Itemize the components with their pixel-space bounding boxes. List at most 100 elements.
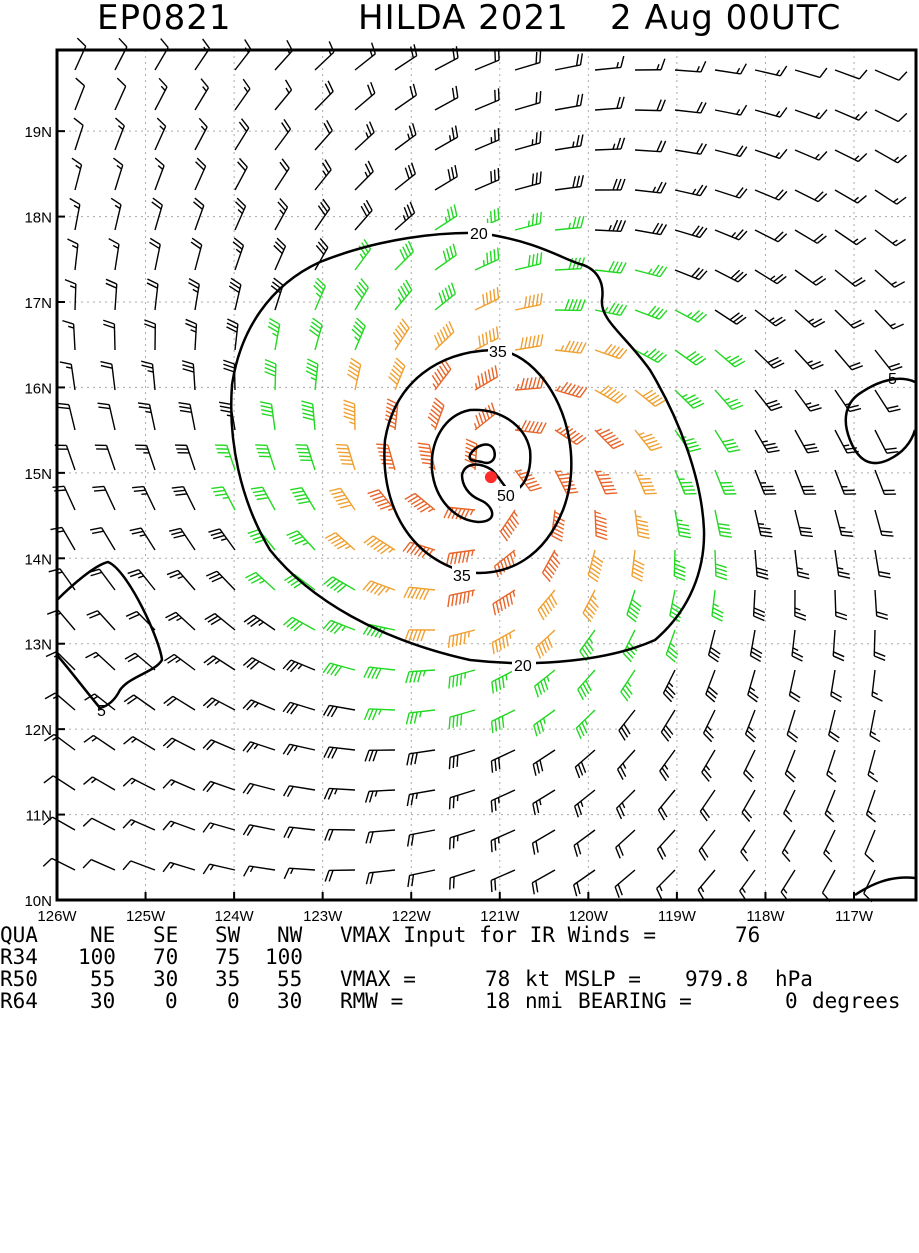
wind-barb — [395, 44, 417, 70]
wind-barb — [435, 165, 457, 190]
wind-barb — [835, 510, 853, 536]
vmax-unit: kt — [525, 969, 550, 989]
wind-barb — [309, 318, 322, 350]
wind-barb — [795, 510, 813, 536]
r34-label: R34 — [0, 947, 38, 967]
wind-barb — [870, 710, 880, 742]
wind-barb — [715, 270, 747, 282]
wind-barb — [744, 750, 755, 782]
wind-barb — [92, 486, 115, 510]
stats-row-r50: R50 55 30 35 55 VMAX = 78 kt MSLP = 979.… — [0, 969, 51, 989]
wind-barb — [324, 747, 355, 758]
wind-barb — [675, 185, 707, 196]
lat-tick-label: 18N — [24, 210, 52, 227]
wind-barb — [83, 818, 115, 830]
wind-barb — [315, 238, 328, 270]
mslp-unit: hPa — [775, 969, 813, 989]
wind-barb — [447, 550, 475, 565]
wind-barb — [283, 617, 315, 630]
wind-barb — [874, 630, 885, 660]
wind-barb — [795, 150, 827, 160]
wind-barb — [366, 830, 395, 843]
wind-barb — [103, 320, 115, 350]
wind-barb — [98, 403, 115, 430]
wind-barb — [395, 241, 413, 270]
wind-barb — [755, 270, 786, 284]
r64-ne: 30 — [90, 991, 115, 1011]
wind-barb — [595, 138, 625, 150]
wind-barb — [755, 108, 787, 118]
wind-barb — [363, 581, 395, 595]
wind-barb — [576, 710, 595, 739]
wind-barb — [448, 590, 475, 607]
wind-barb — [235, 119, 249, 150]
wind-barb — [306, 359, 318, 390]
wind-barb — [674, 550, 685, 580]
wind-barb — [865, 830, 875, 862]
wind-barb — [389, 358, 405, 390]
wind-barb — [623, 630, 636, 662]
wind-barb — [741, 830, 755, 861]
wind-barb — [580, 630, 595, 661]
wind-barb — [795, 310, 825, 327]
wind-barb — [449, 630, 475, 648]
wind-barb — [675, 390, 704, 408]
wind-barb — [243, 742, 275, 752]
bearing-value: 0 — [785, 991, 798, 1011]
wind-barb — [95, 445, 115, 470]
wind-barb — [595, 344, 627, 358]
wind-barb — [435, 244, 456, 270]
wind-barb — [475, 287, 498, 310]
wind-barb — [555, 53, 582, 70]
r50-sw: 35 — [215, 969, 240, 989]
mslp-value: 979.8 — [685, 969, 748, 989]
wind-barb — [235, 40, 251, 70]
wind-barb — [132, 487, 155, 510]
wind-barb — [275, 80, 292, 110]
mslp-label: MSLP = — [565, 969, 641, 989]
r50-ne: 55 — [90, 969, 115, 989]
wind-barb — [755, 310, 785, 326]
wind-barb — [395, 280, 412, 310]
wind-barb — [555, 175, 583, 190]
wind-barb — [660, 750, 675, 781]
wind-barb — [314, 278, 326, 310]
wind-barb — [435, 321, 454, 350]
wind-barb — [615, 870, 635, 898]
wind-barb — [203, 740, 235, 750]
wind-barb — [835, 590, 847, 620]
wind-barb — [172, 487, 195, 510]
wind-barb — [450, 870, 475, 890]
wind-barb — [492, 670, 515, 693]
wind-barb — [875, 430, 898, 453]
wind-barb — [235, 198, 246, 230]
wind-barb — [493, 590, 515, 615]
wind-barb — [355, 239, 371, 270]
wind-barb — [755, 190, 787, 200]
wind-barb — [195, 158, 206, 190]
wind-barb — [700, 790, 715, 821]
wind-barb — [533, 750, 555, 776]
wind-barb — [215, 445, 235, 470]
wind-barb — [866, 790, 875, 822]
wind-barb — [835, 70, 867, 79]
wind-barb — [795, 68, 827, 77]
wind-barb — [782, 830, 795, 862]
wind-barb — [75, 78, 84, 110]
wind-barb — [243, 825, 275, 836]
wind-barb — [393, 319, 409, 350]
rmw-value: 18 — [485, 991, 510, 1011]
wind-barb — [123, 861, 155, 870]
wind-barb — [795, 470, 816, 494]
contour-label-20-bottom: 20 — [514, 658, 532, 675]
wind-barb — [515, 171, 541, 190]
wind-barb — [675, 226, 707, 238]
wind-barb — [515, 334, 543, 350]
wind-barb — [344, 400, 355, 430]
wind-barb — [475, 48, 499, 70]
wind-barb — [43, 858, 75, 870]
vmax-input-label: VMAX Input for IR Winds = — [340, 925, 656, 945]
wind-barb — [84, 735, 115, 750]
wind-barb — [536, 630, 555, 658]
